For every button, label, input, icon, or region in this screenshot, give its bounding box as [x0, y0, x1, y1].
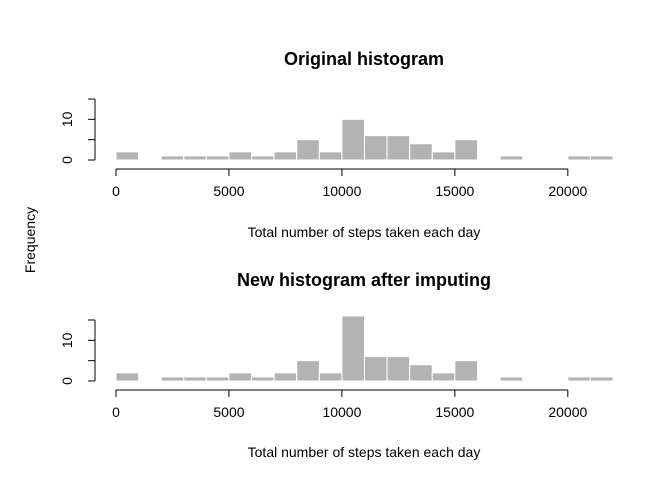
histogram-bar	[364, 356, 388, 382]
y-axis: 0 10	[59, 319, 96, 385]
histogram-bar	[589, 376, 614, 382]
histogram-bar	[115, 372, 140, 382]
histogram-bar	[567, 376, 591, 382]
histogram-bar	[431, 151, 456, 161]
histogram-bar	[251, 155, 275, 161]
histogram-bar	[205, 376, 230, 382]
panel-new-histogram: New histogram after imputing 0 5000 10000 1…	[59, 270, 614, 460]
x-tick-label: 5000	[213, 404, 244, 420]
y-tick-label: 0	[59, 377, 75, 385]
histogram-bar	[160, 376, 185, 382]
y-axis: 0 10	[59, 98, 96, 164]
histogram-bar	[251, 376, 275, 382]
chart-title: New histogram after imputing	[237, 270, 491, 290]
histogram-bar	[341, 118, 366, 161]
histogram-bar	[183, 376, 207, 382]
histogram-bar	[454, 360, 478, 382]
histogram-bar	[409, 364, 433, 382]
histogram-bar	[228, 151, 253, 161]
x-tick-label: 15000	[435, 183, 474, 199]
chart-title: Original histogram	[284, 49, 444, 69]
histogram-bar	[296, 360, 320, 382]
histogram-bar	[589, 155, 614, 161]
histogram-bar	[567, 155, 591, 161]
panel-original-histogram: Original histogram 0 5000 10000 15000 20000 …	[59, 49, 614, 240]
x-tick-label: 0	[112, 183, 120, 199]
histogram-bar	[228, 372, 253, 382]
histogram-bar	[499, 155, 524, 161]
histogram-bar	[273, 372, 298, 382]
histogram-bar	[341, 315, 366, 382]
histogram-bar	[115, 151, 140, 161]
x-tick-label: 20000	[548, 183, 587, 199]
histogram-bar	[409, 143, 433, 161]
histogram-bar	[205, 155, 230, 161]
y-tick-label: 0	[59, 156, 75, 164]
x-axis-label: Total number of steps taken each day	[248, 224, 481, 240]
histogram-bar	[386, 356, 411, 382]
histogram-bar	[273, 151, 298, 161]
x-tick-label: 5000	[213, 183, 244, 199]
bar-group	[115, 118, 614, 161]
x-axis: 0 5000 10000 15000 20000	[112, 168, 587, 199]
x-tick-label: 20000	[548, 404, 587, 420]
histogram-bar	[296, 139, 320, 161]
histogram-bar	[364, 135, 388, 161]
x-axis: 0 5000 10000 15000 20000	[112, 389, 587, 420]
histogram-bar	[431, 372, 456, 382]
shared-y-axis-label: Frequency	[22, 207, 38, 273]
histogram-bar	[183, 155, 207, 161]
x-tick-label: 15000	[435, 404, 474, 420]
histogram-bar	[386, 135, 411, 161]
bar-group	[115, 315, 614, 382]
y-tick-label: 10	[59, 111, 75, 127]
histogram-bar	[499, 376, 524, 382]
x-tick-label: 10000	[322, 183, 361, 199]
x-tick-label: 0	[112, 404, 120, 420]
x-axis-label: Total number of steps taken each day	[248, 444, 481, 460]
histogram-bar	[318, 151, 343, 161]
histogram-bar	[318, 372, 343, 382]
x-tick-label: 10000	[322, 404, 361, 420]
y-tick-label: 10	[59, 332, 75, 348]
histogram-bar	[454, 139, 478, 161]
histogram-bar	[160, 155, 185, 161]
